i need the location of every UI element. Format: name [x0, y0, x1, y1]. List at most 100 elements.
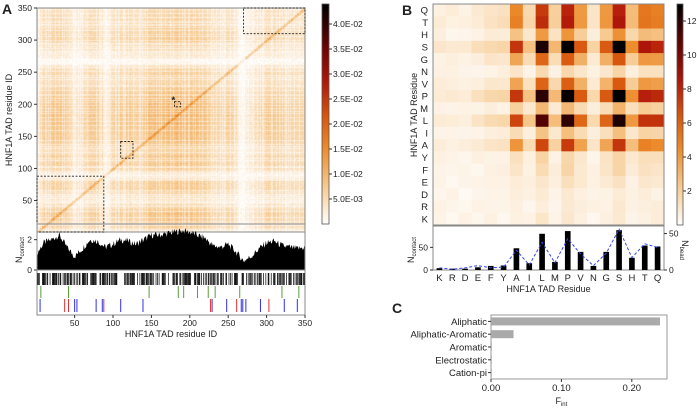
panel-b-colorbar-slice	[677, 46, 683, 48]
panel-b-heatmap-cell	[522, 200, 536, 214]
panel-b-colorbar-slice	[677, 198, 683, 200]
panel-b-colorbar-slice	[677, 11, 683, 13]
panel-b-contact-bar	[500, 265, 507, 270]
panel-b-colorbar-slice	[677, 175, 683, 177]
panel-b-heatmap-cell	[445, 89, 459, 103]
panel-b-colorbar-slice	[677, 142, 683, 144]
panel-b-heatmap-cell	[433, 151, 447, 164]
panel-b-heatmap-cell	[625, 126, 639, 140]
panel-b-colorbar-slice	[677, 172, 683, 174]
panel-b-heatmap-cell	[510, 114, 524, 128]
panel-b-heatmap-cell	[471, 77, 485, 91]
panel-b-heatmap-cell	[445, 114, 459, 128]
panel-b-colorbar-slice	[677, 20, 683, 22]
panel-a-colorbar-frame	[321, 3, 330, 225]
panel-a-contact-ytick-label: 0	[27, 265, 32, 275]
panel-b-heatmap-cell	[587, 151, 601, 164]
panel-b-colorbar-slice	[677, 161, 683, 163]
panel-b-colorbar-slice	[677, 79, 683, 81]
panel-b-heatmap-cell	[433, 163, 447, 177]
panel-b-heatmap-cell	[510, 28, 524, 42]
panel-b-heatmap-cell	[445, 212, 459, 226]
panel-b-heatmap-cell	[510, 102, 524, 115]
panel-b-heatmap-cell	[510, 40, 524, 54]
panel-b-heatmap-cell	[651, 188, 665, 201]
panel-b-colorbar-slice	[677, 169, 683, 171]
panel-b-colorbar-slice	[677, 81, 683, 83]
panel-b-heatmap-cell	[548, 89, 562, 103]
panel-b-heatmap-cell	[535, 40, 549, 54]
panel-c: Aliphatic Aliphatic-Aromatic AromaticElect…	[410, 314, 668, 408]
panel-b-heatmap-cell	[651, 212, 665, 226]
panel-b-heatmap-cell	[548, 212, 562, 226]
panel-b-heatmap-cell	[497, 102, 511, 115]
panel-b-colorbar-slice	[677, 157, 683, 159]
panel-b-heatmap-cell	[574, 163, 588, 177]
panel-b-colorbar-slice	[677, 201, 683, 203]
panel-b-heatmap-cell	[587, 126, 601, 140]
panel-b-colorbar-slice	[677, 33, 683, 35]
panel-b-heatmap-cell	[433, 53, 447, 66]
panel-c-category-label: Aromatic	[450, 343, 488, 354]
panel-b-colorbar-slice	[677, 185, 683, 187]
panel-b-colorbar-slice	[677, 17, 683, 19]
panel-a-highlight-box	[174, 101, 182, 108]
panel-b-colorbar-slice	[677, 48, 683, 50]
panel-b-bar-frame	[432, 225, 665, 271]
panel-b-colorbar-label: 6	[687, 118, 692, 128]
panel-b-colorbar-slice	[677, 208, 683, 210]
panel-b-colorbar-slice	[677, 32, 683, 34]
panel-b-colorbar-slice	[677, 124, 683, 126]
panel-b-colorbar-slice	[677, 8, 683, 10]
panel-b-heatmap-cell	[535, 151, 549, 164]
panel-b-bar-y2tick-label: 0	[669, 265, 674, 275]
panel-b-heatmap-cell	[522, 77, 536, 91]
panel-b-heatmap-cell	[497, 65, 511, 78]
panel-b-colorbar-slice	[677, 219, 683, 221]
panel-b-heatmap-cell	[522, 4, 536, 17]
panel-b-heatmap-cell	[535, 53, 549, 66]
panel-b-colorbar-slice	[677, 29, 683, 31]
panel-b-heatmap-cell	[561, 139, 575, 152]
panel-b-heatmap-cell	[445, 188, 459, 201]
panel-b-heatmap-cell	[625, 89, 639, 103]
panel-b-heatmap-cell	[548, 151, 562, 164]
panel-b-heatmap-cell	[574, 200, 588, 214]
panel-b-heatmap-cell	[484, 16, 498, 29]
panel-b-contact-bar	[654, 246, 661, 270]
panel-b-heatmap-cell	[638, 114, 652, 128]
panel-b-heatmap-cell	[445, 77, 459, 91]
panel-b-colorbar-slice	[677, 116, 683, 118]
panel-b-heatmap-cell	[433, 102, 447, 115]
panel-b-ytick-label: D	[421, 190, 428, 201]
panel-b-colorbar-slice	[677, 152, 683, 154]
panel-b-heatmap-cell	[510, 4, 524, 17]
panel-b-colorbar-slice	[677, 200, 683, 202]
panel-b-heatmap-cell	[510, 212, 524, 226]
panel-b-colorbar-label: 8	[687, 84, 692, 94]
panel-b-colorbar-slice	[677, 155, 683, 157]
panel-b-colorbar-slice	[677, 154, 683, 156]
panel-b-colorbar-slice	[677, 85, 683, 87]
panel-b-heatmap-cell	[548, 163, 562, 177]
panel-b-heatmap-cell	[522, 151, 536, 164]
panel-b-heatmap-cell	[651, 40, 665, 54]
panel-b-ytick-label: H	[421, 30, 428, 41]
panel-b-heatmap-cell	[458, 16, 472, 29]
panel-b-colorbar-slice	[677, 180, 683, 182]
panel-b-colorbar-slice	[677, 117, 683, 119]
panel-b-ytick-label: Y	[422, 153, 429, 164]
panel-b-colorbar-slice	[677, 41, 683, 43]
panel-b-heatmap-cell	[522, 175, 536, 189]
panel-b-colorbar-slice	[677, 104, 683, 106]
panel-b-colorbar-slice	[677, 167, 683, 169]
panel-b-heatmap-cell	[471, 4, 485, 17]
panel-b-heatmap-cell	[548, 4, 562, 17]
panel-b-colorbar-slice	[677, 143, 683, 145]
panel-b-colorbar-slice	[677, 69, 683, 71]
panel-b-ytick-label: N	[421, 67, 428, 78]
panel-b-heatmap-cell	[445, 200, 459, 214]
panel-b-colorbar-slice	[677, 177, 683, 179]
panel-b-heatmap-cell	[433, 16, 447, 29]
panel-b-heatmap-cell	[522, 102, 536, 115]
